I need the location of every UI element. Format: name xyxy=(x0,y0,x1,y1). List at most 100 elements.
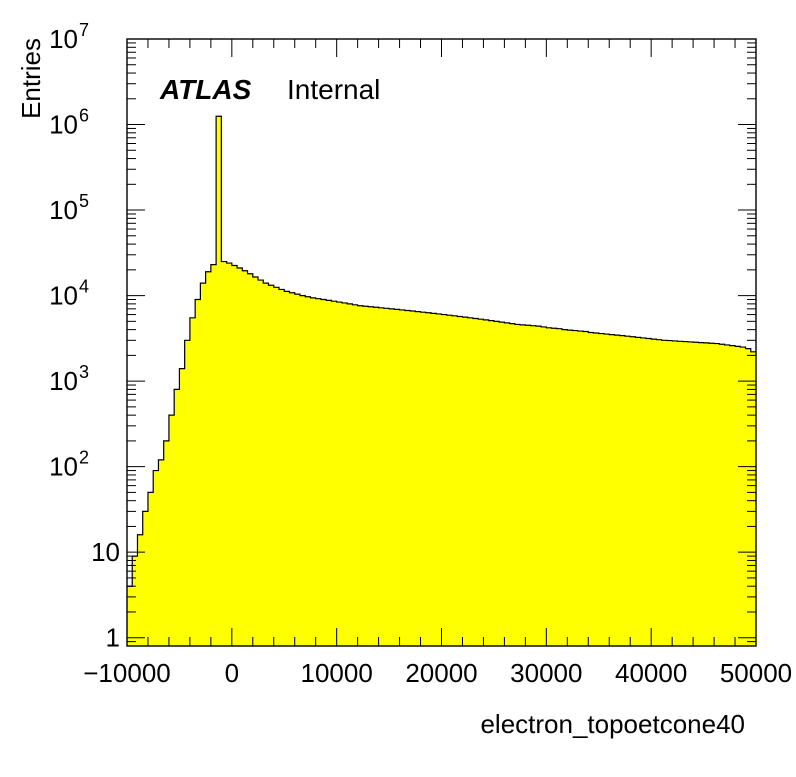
histogram-bin xyxy=(546,327,552,646)
histogram-bin xyxy=(624,336,631,646)
histogram-bin xyxy=(724,344,731,646)
histogram-bin xyxy=(661,340,668,646)
histogram-bin xyxy=(231,265,238,646)
plot-frame xyxy=(126,38,757,647)
histogram-bin xyxy=(451,315,458,646)
histogram-bin xyxy=(289,292,296,646)
histogram-bin xyxy=(242,270,248,646)
histogram-bin xyxy=(541,326,547,646)
histogram-bin xyxy=(651,339,657,646)
histogram-bin xyxy=(158,459,165,646)
histogram-bin xyxy=(446,315,453,646)
histogram-bin xyxy=(226,263,233,646)
y-tick-label: 1 xyxy=(106,623,120,653)
histogram-bin xyxy=(315,298,322,646)
histogram-bin xyxy=(127,586,133,646)
histogram-bin xyxy=(656,339,663,646)
x-tick-label: −10000 xyxy=(83,658,170,688)
histogram-bin xyxy=(389,308,395,646)
histogram-bin xyxy=(305,296,311,646)
histogram-bin xyxy=(326,300,332,646)
y-tick-label: 10 xyxy=(91,537,120,567)
histogram-bin xyxy=(132,556,138,646)
histogram-bin xyxy=(609,334,615,646)
histogram-bin xyxy=(352,304,359,646)
x-tick-label: 40000 xyxy=(615,658,687,688)
histogram-bin xyxy=(687,341,694,646)
histogram-bin xyxy=(252,276,259,646)
histogram-bin xyxy=(499,322,505,646)
histogram-bin xyxy=(556,328,563,646)
y-tick-label: 10 xyxy=(49,366,78,396)
histogram-bin xyxy=(284,291,290,646)
histogram-bin xyxy=(362,306,369,646)
histogram-bin xyxy=(735,346,741,646)
histogram-bin xyxy=(216,116,222,647)
y-tick-label: 10 xyxy=(49,195,78,225)
histogram-bin xyxy=(593,333,600,646)
internal-label: Internal xyxy=(287,74,380,105)
histogram-bin xyxy=(415,311,421,646)
histogram-bin xyxy=(221,261,227,646)
y-tick-label: 10 xyxy=(49,110,78,140)
histogram-bin xyxy=(336,302,343,646)
histogram-bin xyxy=(341,302,348,646)
histogram-bin xyxy=(619,335,626,646)
histogram-bin xyxy=(588,332,594,646)
histogram-bin xyxy=(478,319,484,646)
histogram-bin xyxy=(273,287,280,646)
y-tick-exponent: 6 xyxy=(79,106,89,126)
histogram-bin xyxy=(645,338,652,646)
histogram-bars xyxy=(127,116,757,647)
histogram-bin xyxy=(378,307,385,646)
histogram-bin xyxy=(572,330,579,646)
histogram-bin xyxy=(666,340,673,646)
histogram-bin xyxy=(672,340,678,646)
histogram-bin xyxy=(603,334,610,646)
x-tick-label: 50000 xyxy=(720,658,792,688)
histogram-bin xyxy=(174,389,180,646)
histogram-bin xyxy=(504,322,511,646)
histogram-bin xyxy=(404,310,411,646)
histogram-bin xyxy=(457,316,463,646)
histogram-bin xyxy=(598,333,605,646)
histogram-bin xyxy=(168,415,175,646)
histogram-bin xyxy=(745,348,752,646)
histogram-bin xyxy=(530,325,537,646)
histogram-bin xyxy=(205,271,212,646)
histogram-bin xyxy=(368,306,374,646)
histogram-bin xyxy=(583,331,589,646)
histogram-bin xyxy=(163,440,170,646)
histogram-bin xyxy=(184,340,191,646)
histogram-bin xyxy=(394,309,400,646)
histogram-bin xyxy=(677,341,684,646)
histogram-bin xyxy=(693,342,699,646)
histogram-bin xyxy=(514,324,521,646)
histogram-bin xyxy=(210,264,217,646)
histogram-bin xyxy=(410,311,416,646)
histogram-bin xyxy=(640,337,647,646)
histogram-bin xyxy=(551,328,558,646)
histogram-bin xyxy=(258,280,264,646)
histogram-bin xyxy=(729,345,736,646)
histogram-bin xyxy=(200,283,207,646)
histogram-outline xyxy=(127,115,756,587)
histogram-bin xyxy=(420,312,427,646)
histogram-bin xyxy=(698,342,704,646)
histogram-bin xyxy=(635,337,642,646)
axis-ticks xyxy=(126,38,757,647)
y-tick-label: 10 xyxy=(49,24,78,54)
x-tick-label: 10000 xyxy=(301,658,373,688)
x-tick-label: 0 xyxy=(225,658,239,688)
y-tick-label: 10 xyxy=(49,452,78,482)
histogram-bin xyxy=(719,344,725,646)
y-tick-exponent: 5 xyxy=(79,191,89,211)
histogram-bin xyxy=(436,313,442,646)
histogram-bin xyxy=(195,299,201,646)
histogram-bin xyxy=(279,289,285,646)
histogram-bin xyxy=(682,341,689,646)
x-tick-label: 20000 xyxy=(405,658,477,688)
histogram-bin xyxy=(708,343,715,646)
histogram-bin xyxy=(567,330,573,646)
